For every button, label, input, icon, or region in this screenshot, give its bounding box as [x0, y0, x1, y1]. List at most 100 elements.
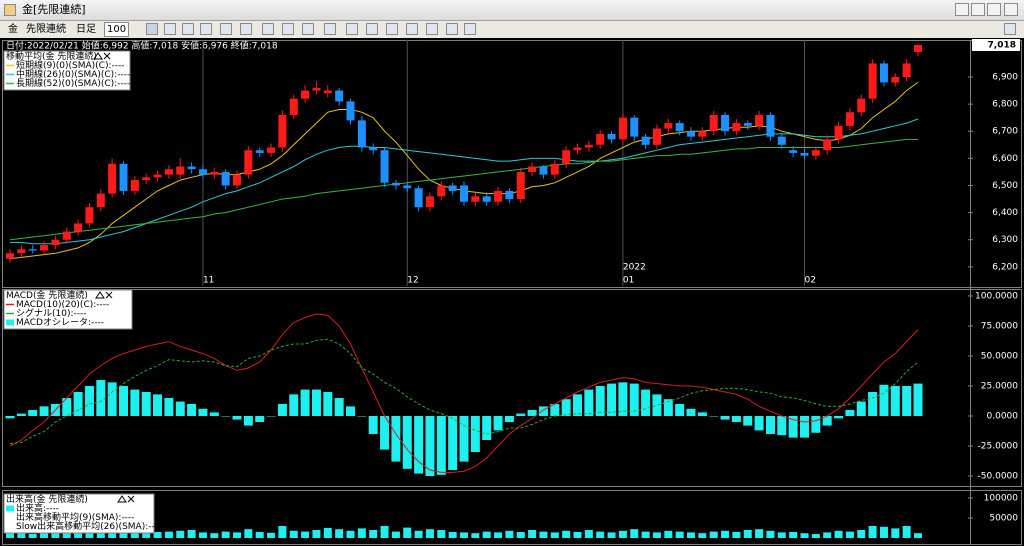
candle-body [233, 174, 241, 186]
settings-tool[interactable] [1004, 23, 1016, 35]
bar [629, 383, 639, 416]
restore-button[interactable] [971, 3, 985, 16]
count-input[interactable]: 100 [104, 22, 130, 37]
bar-tool-2[interactable] [366, 23, 378, 35]
y-tick-label: 50.0000 [981, 351, 1018, 361]
bar-tool-3[interactable] [386, 23, 398, 35]
candle-body [607, 133, 616, 140]
contract-label[interactable]: 先限連続 [26, 24, 66, 35]
candle-body [369, 147, 378, 151]
candle-body [187, 166, 196, 170]
bar [584, 389, 594, 416]
close-button[interactable] [1004, 3, 1018, 16]
bar-tool-5[interactable] [426, 23, 438, 35]
legend-title: 出来高(金 先限連続) [6, 493, 88, 505]
y-tick-label: 75.0000 [981, 321, 1018, 331]
y-tick-label: 0.0000 [987, 411, 1019, 421]
bar [5, 415, 15, 419]
bar [209, 412, 219, 416]
candle-body [664, 123, 673, 129]
bar [221, 531, 230, 538]
bar [539, 531, 548, 538]
bar [28, 409, 38, 416]
indicator-tool[interactable] [324, 23, 336, 35]
period-select[interactable]: 日足 [76, 24, 96, 35]
bar [164, 531, 173, 538]
bar [357, 528, 366, 538]
year-label: 2022 [623, 263, 646, 273]
bar [369, 530, 378, 538]
bar [436, 415, 446, 475]
bar [84, 385, 94, 416]
candle-body [391, 182, 400, 186]
bar-tool-6[interactable] [446, 23, 458, 35]
erase-tool[interactable] [220, 23, 232, 35]
candle-body [28, 249, 37, 251]
chart-background [0, 38, 1024, 546]
bar [607, 532, 616, 538]
candle-body [596, 133, 605, 145]
bar [675, 403, 685, 416]
candle-body [244, 150, 253, 175]
candle-body [573, 147, 582, 151]
bar [494, 532, 503, 538]
bar [278, 526, 287, 538]
bar-tool-4[interactable] [406, 23, 418, 35]
legend-swatch [6, 319, 14, 326]
bar [289, 530, 298, 538]
refresh-tool[interactable] [240, 23, 252, 35]
y-tick-label: 6,200 [992, 262, 1018, 272]
bar [720, 415, 730, 420]
candle-body [142, 177, 151, 181]
candle-body [74, 223, 83, 232]
candle-body [641, 136, 650, 145]
bar [255, 415, 265, 422]
bar [687, 532, 695, 538]
bar [425, 415, 435, 476]
macd-panel [2, 289, 1022, 487]
hand-tool[interactable] [164, 23, 176, 35]
bar [493, 415, 503, 431]
bar [74, 530, 83, 538]
bar [85, 532, 94, 538]
bar [73, 391, 83, 416]
bar [334, 397, 344, 416]
y-tick-label: 6,800 [992, 100, 1018, 110]
candle-body [857, 98, 866, 113]
bar [460, 532, 468, 538]
candle-body [630, 117, 639, 137]
y-tick-label: 100000 [984, 494, 1019, 504]
draw-tool[interactable] [200, 23, 212, 35]
candle-body [108, 163, 117, 194]
bar-tool-1[interactable] [346, 23, 358, 35]
legend-entry: 長期線(52)(0)(SMA)(C):---- [16, 77, 130, 89]
bar [686, 408, 696, 416]
bar [28, 534, 37, 538]
split-tool[interactable] [282, 23, 294, 35]
bar [16, 413, 26, 416]
candle-body [482, 196, 491, 202]
bar [221, 415, 231, 417]
sync-tool[interactable] [464, 23, 476, 35]
bar [357, 415, 367, 417]
maximize-button[interactable] [987, 3, 1001, 16]
legend-entry: 中期線(26)(0)(SMA)(C):---- [16, 68, 130, 80]
layout-tool[interactable] [262, 23, 274, 35]
symbol-label[interactable]: 金 [8, 24, 18, 35]
legend-icon [117, 495, 135, 503]
bar [811, 534, 820, 538]
line-tool[interactable] [182, 23, 194, 35]
bar [550, 403, 560, 416]
bar [618, 382, 628, 416]
legend-title: MACD(金 先限連続) [6, 289, 88, 301]
cursor-tool[interactable] [146, 23, 158, 35]
candle-body [471, 196, 480, 202]
table-tool[interactable] [302, 23, 314, 35]
candle-body [698, 131, 707, 137]
bar [130, 389, 140, 416]
bar [470, 415, 480, 452]
minimize-button[interactable] [955, 3, 969, 16]
toolbar: 金 先限連続 日足 100 [0, 21, 1024, 38]
candle-body [562, 150, 571, 164]
